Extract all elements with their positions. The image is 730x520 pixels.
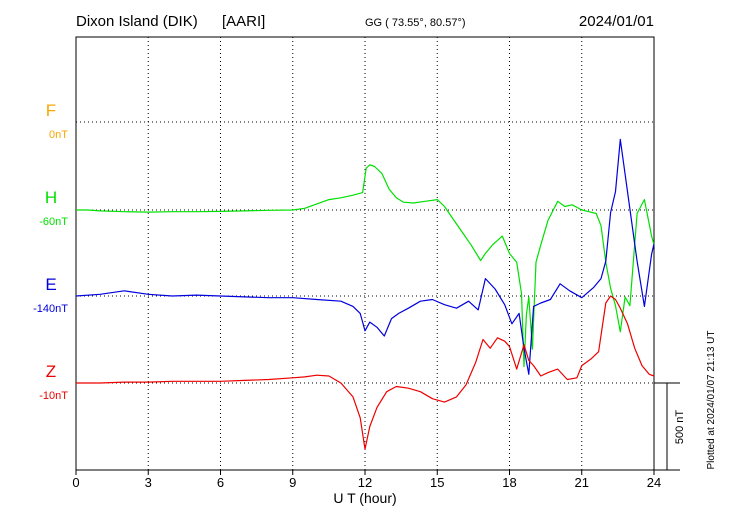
x-axis-label: U T (hour) xyxy=(333,490,396,506)
coords-label: GG ( 73.55°, 80.57°) xyxy=(365,17,466,29)
station-title: Dixon Island (DIK) xyxy=(76,13,198,30)
x-tick-label: 21 xyxy=(575,475,589,490)
x-tick-label: 0 xyxy=(72,475,79,490)
institute-label: [AARI] xyxy=(222,13,265,30)
series-lines xyxy=(75,138,655,450)
plotted-note: Plotted at 2024/01/07 21:13 UT xyxy=(706,331,717,470)
series-name-f: F xyxy=(46,101,56,120)
scale-bar: 500 nT xyxy=(654,382,686,471)
x-tick-label: 18 xyxy=(502,475,516,490)
series-name-h: H xyxy=(45,188,57,207)
series-name-e: E xyxy=(45,275,56,294)
scale-bar-label: 500 nT xyxy=(674,410,686,445)
series-labels: F 0nT H -60nT E -140nT Z -10nT xyxy=(33,101,68,402)
x-tick-label: 3 xyxy=(145,475,152,490)
date-label: 2024/01/01 xyxy=(579,13,654,30)
x-axis-ticks: 0 3 6 9 12 15 18 21 24 xyxy=(72,470,661,490)
grid-lines xyxy=(76,37,654,470)
x-tick-label: 24 xyxy=(647,475,661,490)
series-baseline-e: -140nT xyxy=(33,303,68,315)
x-tick-label: 9 xyxy=(289,475,296,490)
series-baseline-f: 0nT xyxy=(49,129,68,141)
x-tick-label: 15 xyxy=(430,475,444,490)
series-line-h xyxy=(76,164,655,368)
series-line-z xyxy=(76,295,655,450)
x-tick-label: 6 xyxy=(217,475,224,490)
series-baseline-h: -60nT xyxy=(39,216,68,228)
x-tick-label: 12 xyxy=(358,475,372,490)
series-line-e xyxy=(75,138,655,375)
series-name-z: Z xyxy=(46,362,56,381)
series-baseline-z: -10nT xyxy=(39,390,68,402)
